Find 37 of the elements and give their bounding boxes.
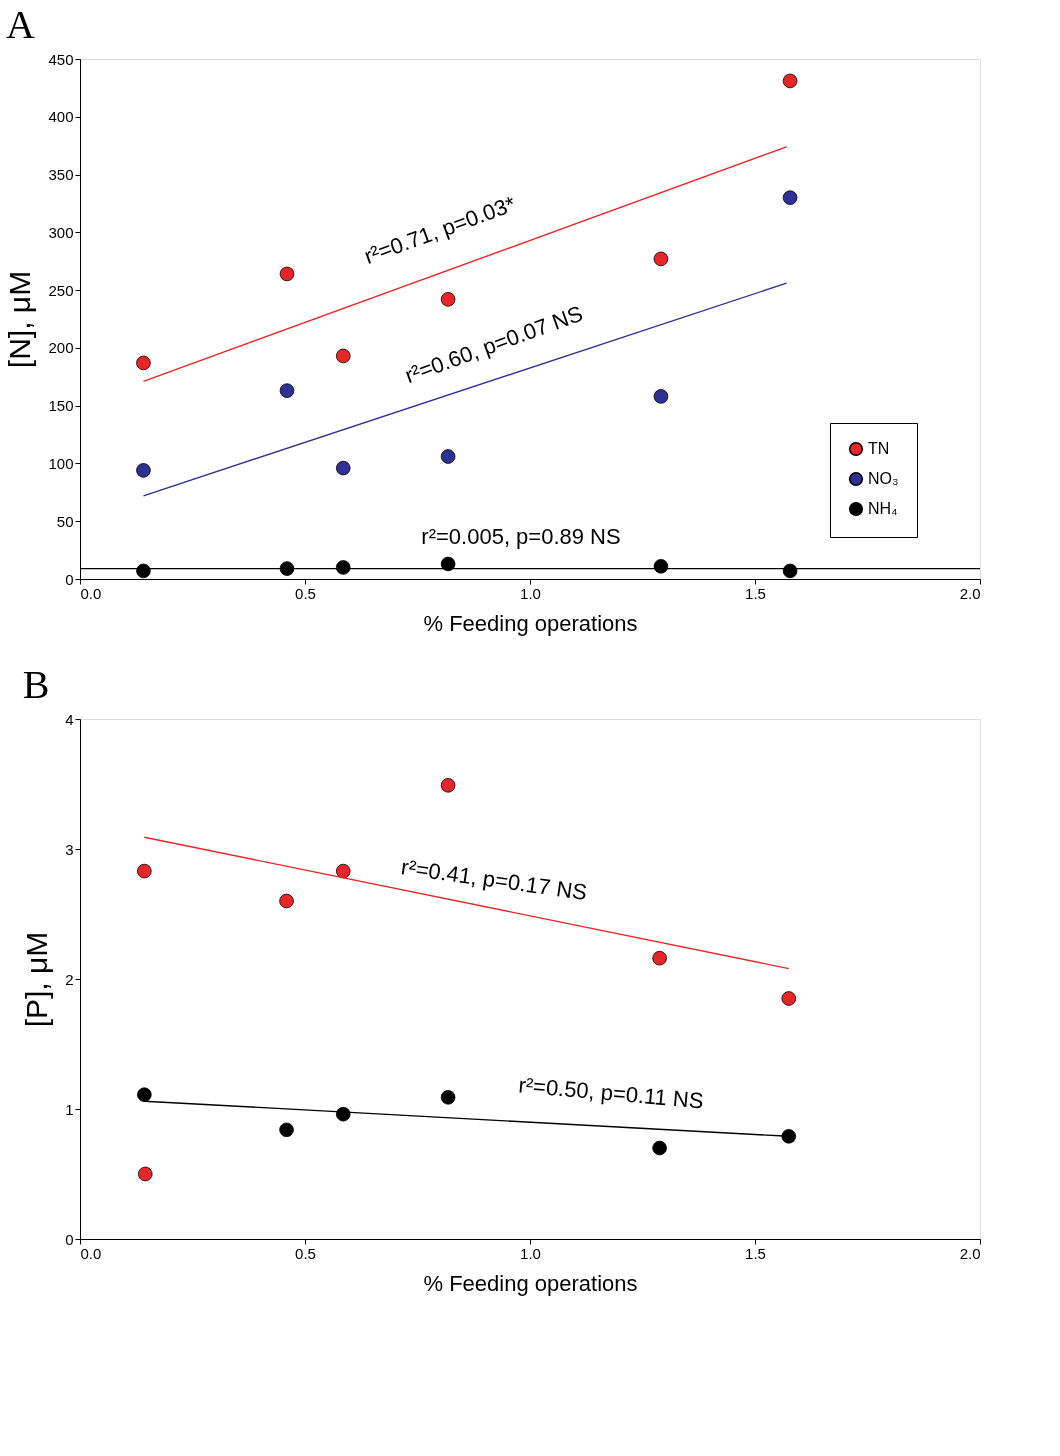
x-axis-title: % Feeding operations xyxy=(423,1270,638,1296)
x-tick-label: 0.0 xyxy=(80,1244,102,1262)
annotation: r²=0.005, p=0.89 NS xyxy=(421,524,621,550)
legend-label: NO₃ xyxy=(868,470,899,487)
legend-label: NH₄ xyxy=(868,500,898,517)
x-axis-title: % Feeding operations xyxy=(423,610,638,636)
y-axis-title: [N], μM xyxy=(3,270,37,369)
x-tick-label: 0.5 xyxy=(295,1244,316,1262)
y-tick-label: 50 xyxy=(56,512,74,530)
x-tick-label: 0.0 xyxy=(80,584,102,602)
x-tick-label: 1.5 xyxy=(745,1244,766,1262)
x-tick-label: 2.0 xyxy=(959,584,981,602)
y-tick-label: 150 xyxy=(48,397,74,415)
y-tick-label: 250 xyxy=(48,281,74,299)
x-tick-label: 0.5 xyxy=(295,584,316,602)
annotation: r²=0.50, p=0.11 NS xyxy=(517,1072,705,1114)
x-tick-label: 1.0 xyxy=(520,584,541,602)
y-tick-label: 4 xyxy=(65,710,74,728)
y-axis-title: [P], μM xyxy=(20,931,54,1028)
y-tick-label: 300 xyxy=(48,223,74,241)
y-tick-label: 0 xyxy=(65,570,74,588)
x-tick-label: 1.5 xyxy=(745,584,766,602)
y-tick-label: 1 xyxy=(65,1100,74,1118)
x-tick-label: 1.0 xyxy=(520,1244,541,1262)
legend-label: TN xyxy=(868,440,890,457)
y-tick-label: 450 xyxy=(48,50,74,68)
annotation: r²=0.41, p=0.17 NS xyxy=(399,854,589,906)
chart-title: A xyxy=(5,2,35,47)
x-tick-label: 2.0 xyxy=(959,1244,981,1262)
chart-title: B xyxy=(22,662,50,707)
y-tick-label: 200 xyxy=(48,339,74,357)
y-tick-label: 3 xyxy=(65,840,74,858)
y-tick-label: 400 xyxy=(48,108,74,126)
y-tick-label: 2 xyxy=(65,970,74,988)
y-tick-label: 0 xyxy=(65,1230,74,1248)
y-tick-label: 350 xyxy=(48,166,74,184)
y-tick-label: 100 xyxy=(48,454,74,472)
